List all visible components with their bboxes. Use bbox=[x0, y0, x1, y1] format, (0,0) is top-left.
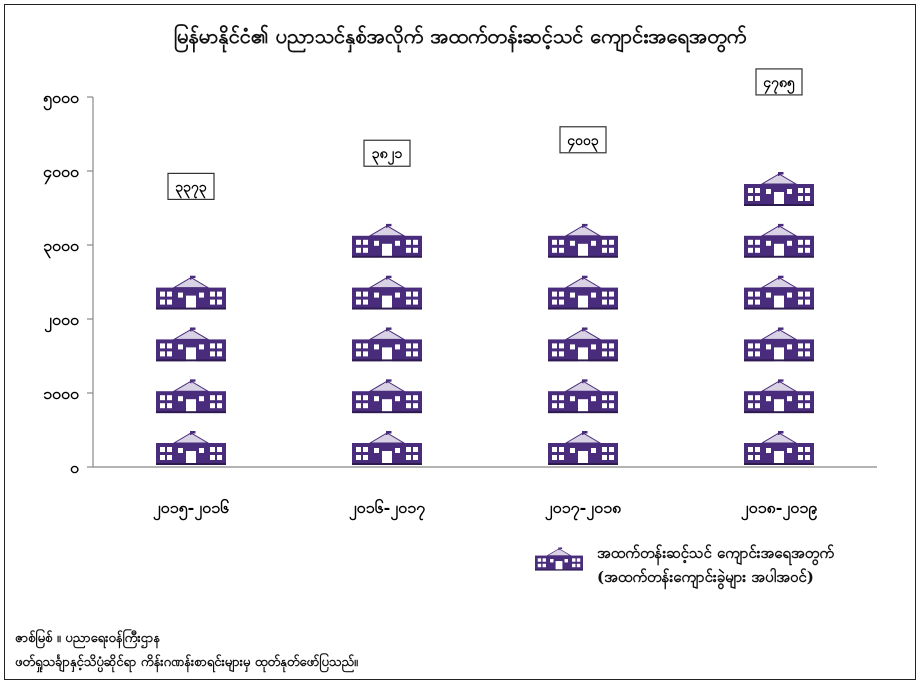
legend-label-line1: အထက်တန်းဆင့်သင် ကျောင်းအရေအတွက် bbox=[597, 544, 835, 562]
school-icon bbox=[547, 223, 619, 258]
school-icon bbox=[351, 379, 423, 414]
school-icon bbox=[155, 227, 227, 258]
data-label-text: ၃၈၂၁ bbox=[372, 146, 403, 165]
x-tick-label: ၂၀၁၆-၂၀၁၇ bbox=[349, 498, 425, 521]
school-icon bbox=[547, 379, 619, 414]
source-line-2: ဖတ်ရှုသင်္ချာနှင့်သိပ္ပံဆိုင်ရာ ကိန်းဂဏန… bbox=[15, 655, 358, 670]
x-tick-label: ၂၀၁၈-၂၀၁၉ bbox=[741, 498, 818, 521]
school-icon bbox=[547, 431, 619, 465]
school-icon bbox=[351, 275, 423, 310]
y-tick-label: ၄၀၀၀ bbox=[43, 162, 79, 185]
data-label: ၄၇၈၅ bbox=[755, 68, 803, 96]
school-icon bbox=[155, 327, 227, 362]
data-label-box bbox=[559, 126, 607, 154]
school-icon bbox=[743, 327, 815, 362]
legend: အထက်တန်းဆင့်သင် ကျောင်းအရေအတွက် (အထက်တန်… bbox=[535, 541, 834, 589]
school-icon bbox=[743, 223, 815, 258]
y-tick-label: ၀ bbox=[70, 458, 79, 477]
school-icon bbox=[743, 431, 815, 465]
school-icon bbox=[351, 223, 423, 258]
school-icon bbox=[155, 275, 227, 310]
data-label-box bbox=[755, 68, 803, 96]
bar bbox=[351, 188, 423, 465]
y-tick-label: ၂၀၀၀ bbox=[44, 310, 79, 333]
school-icon bbox=[351, 431, 423, 465]
school-icon bbox=[351, 188, 423, 206]
school-icon bbox=[743, 379, 815, 414]
source-line-1: ဇာစ်မြစ် ။ ပညာရေးဝန်ကြီးဌာန bbox=[15, 631, 160, 646]
x-tick-label: ၂၀၁၇-၂၀၁၈ bbox=[545, 498, 622, 521]
data-label-text: ၃၃၇၃ bbox=[175, 179, 207, 198]
data-label-text: ၄၇၈၅ bbox=[763, 75, 796, 94]
school-icon bbox=[547, 275, 619, 310]
bar bbox=[547, 179, 619, 465]
x-tick-label: ၂၀၁၅-၂၀၁၆ bbox=[153, 498, 229, 521]
school-icon bbox=[547, 327, 619, 362]
source-note: ဇာစ်မြစ် ။ ပညာရေးဝန်ကြီးဌာန ဖတ်ရှုသင်္ချ… bbox=[15, 627, 358, 675]
y-tick-label: ၅၀၀၀ bbox=[43, 88, 79, 111]
school-building-icon bbox=[535, 547, 583, 571]
school-icon bbox=[743, 172, 815, 206]
school-icon bbox=[351, 327, 423, 362]
school-icon bbox=[547, 179, 619, 206]
school-icon bbox=[155, 379, 227, 414]
school-icon bbox=[743, 275, 815, 310]
bar bbox=[155, 227, 227, 465]
data-label-box bbox=[363, 139, 411, 167]
y-tick-label: ၃၀၀၀ bbox=[43, 236, 79, 259]
data-label-box bbox=[167, 172, 215, 200]
school-icon bbox=[155, 431, 227, 465]
y-tick-label: ၁၀၀၀ bbox=[43, 384, 79, 403]
data-label-text: ၄၀၀၃ bbox=[567, 133, 599, 152]
chart-title: မြန်မာနိုင်ငံ၏ ပညာသင်နှစ်အလိုက် အထက်တန်း… bbox=[173, 24, 747, 48]
bar bbox=[743, 123, 815, 465]
data-label: ၃၈၂၁ bbox=[363, 139, 411, 167]
data-label: ၃၃၇၃ bbox=[167, 172, 215, 200]
plot-area: ၀ ၁၀၀၀ ၂၀၀၀ ၃၀၀၀ ၄၀၀၀ ၅၀၀၀ ၃၃၇၃ ၃၈၂၁ ၄၀၀၃ ၄၇၈၅ ၂… bbox=[43, 68, 877, 521]
school-icon bbox=[743, 123, 815, 155]
data-label: ၄၀၀၃ bbox=[559, 126, 607, 154]
legend-label-line2: (အထက်တန်းကျောင်းခွဲများ အပါအဝင်) bbox=[597, 568, 814, 586]
chart-frame: မြန်မာနိုင်ငံ၏ ပညာသင်နှစ်အလိုက် အထက်တန်း… bbox=[4, 4, 916, 680]
